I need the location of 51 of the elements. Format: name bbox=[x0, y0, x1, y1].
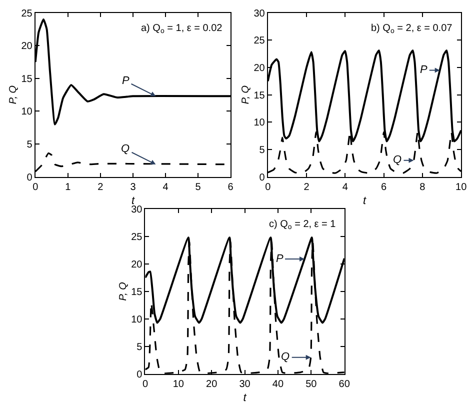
x-tick-label: 10 bbox=[456, 182, 468, 193]
y-tick-label: 5 bbox=[136, 342, 143, 353]
x-tick-label: 30 bbox=[239, 378, 251, 390]
annotation: Q bbox=[281, 351, 290, 363]
x-axis-title: t bbox=[362, 195, 367, 208]
y-tick-label: 30 bbox=[131, 204, 143, 216]
y-tick-label: 15 bbox=[254, 90, 266, 102]
y-tick-label: 0 bbox=[259, 172, 266, 184]
y-axis-title: P, Q bbox=[240, 85, 252, 104]
y-tick-label: 25 bbox=[21, 8, 33, 20]
x-tick-label: 50 bbox=[306, 378, 318, 390]
x-tick-label: 6 bbox=[381, 182, 388, 193]
x-tick-label: 2 bbox=[98, 182, 104, 193]
x-tick-label: 1 bbox=[65, 182, 72, 193]
text: a) Q$_{o}$ = 1, ε = 0.02 bbox=[141, 23, 223, 36]
x-tick-label: 40 bbox=[272, 378, 284, 390]
y-tick-label: 20 bbox=[254, 62, 266, 74]
text: c) Q$_{o}$ = 2, ε = 1 bbox=[269, 219, 336, 232]
annotation: Q bbox=[121, 143, 130, 155]
annotation: P bbox=[276, 253, 284, 265]
x-tick-label: 6 bbox=[228, 182, 234, 193]
x-tick-label: 8 bbox=[420, 182, 426, 193]
y-tick-label: 15 bbox=[21, 74, 33, 85]
y-tick-label: 25 bbox=[254, 36, 266, 47]
y-tick-label: 15 bbox=[131, 286, 143, 298]
x-tick-label: 5 bbox=[195, 182, 202, 193]
y-tick-label: 5 bbox=[259, 144, 266, 156]
annotation: P bbox=[420, 64, 428, 76]
y-tick-label: 10 bbox=[131, 314, 143, 326]
y-tick-label: 20 bbox=[21, 41, 33, 52]
x-tick-label: 10 bbox=[172, 378, 184, 390]
y-axis-title: P, Q bbox=[118, 282, 130, 301]
x-tick-label: 20 bbox=[206, 378, 218, 390]
annotation: P bbox=[122, 75, 130, 87]
x-axis-title: t bbox=[243, 392, 248, 404]
y-tick-label: 10 bbox=[21, 106, 33, 118]
y-tick-label: 30 bbox=[254, 8, 266, 20]
y-tick-label: 25 bbox=[131, 232, 143, 243]
y-tick-label: 10 bbox=[254, 118, 266, 129]
y-axis-title: P, Q bbox=[8, 85, 20, 104]
annotation: Q bbox=[393, 154, 402, 166]
y-tick-label: 5 bbox=[26, 140, 33, 151]
x-tick-label: 4 bbox=[162, 182, 169, 193]
y-tick-label: 0 bbox=[136, 369, 143, 380]
y-tick-label: 0 bbox=[26, 172, 33, 184]
text: b) Q$_{o}$ = 2, ε = 0.07 bbox=[371, 23, 453, 36]
x-tick-label: 2 bbox=[304, 182, 310, 193]
y-tick-label: 20 bbox=[131, 259, 143, 270]
x-tick-label: 4 bbox=[342, 182, 348, 193]
x-tick-label: 60 bbox=[338, 378, 350, 390]
x-tick-label: 3 bbox=[130, 182, 136, 193]
